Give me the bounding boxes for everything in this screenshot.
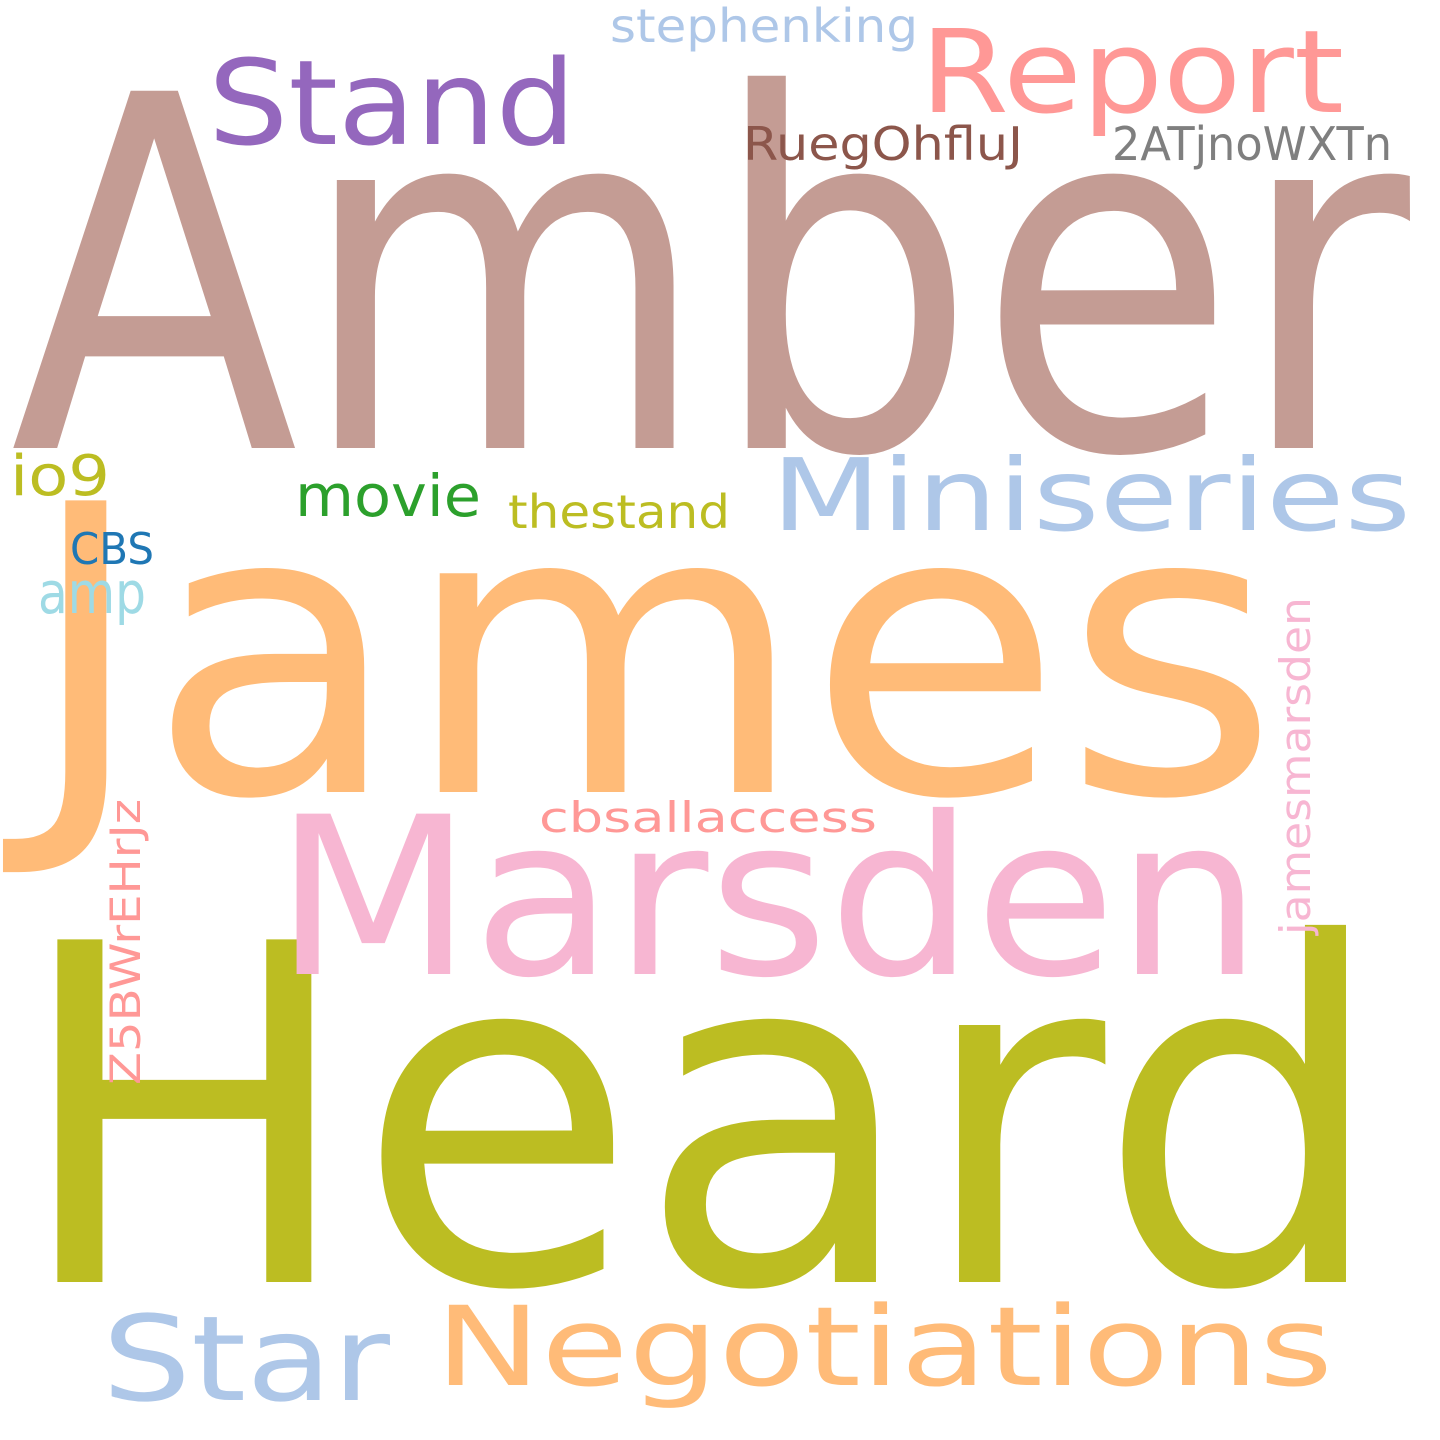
word-ruegohfluj: RuegOhfluJ bbox=[743, 117, 1023, 171]
word-star: Star bbox=[102, 1290, 391, 1428]
word-cbs: CBS bbox=[70, 524, 154, 575]
word-z5bwrehrjz: Z5BWrEHrJz bbox=[101, 799, 150, 1085]
word-report: Report bbox=[920, 6, 1344, 140]
word-stand: Stand bbox=[208, 34, 576, 172]
word-io9: io9 bbox=[10, 444, 110, 509]
word-cbsallaccess: cbsallaccess bbox=[539, 793, 877, 842]
word-amber: Amber bbox=[10, 0, 1415, 564]
word-movie: movie bbox=[295, 462, 481, 530]
word-heard: Heard bbox=[13, 846, 1388, 1393]
word-thestand: thestand bbox=[508, 485, 730, 539]
word-negotiations: Negotiations bbox=[435, 1283, 1333, 1411]
word-2atjnowxtn: 2ATjnoWXTn bbox=[1112, 117, 1392, 171]
word-stephenking: stephenking bbox=[610, 0, 918, 53]
word-amp: amp bbox=[38, 559, 146, 627]
word-miniseries: Miniseries bbox=[771, 437, 1411, 554]
word-marsden: Marsden bbox=[274, 770, 1262, 1026]
word-jamesmarsden: jamesmarsden bbox=[1271, 597, 1320, 936]
word-james: James bbox=[0, 422, 1279, 887]
